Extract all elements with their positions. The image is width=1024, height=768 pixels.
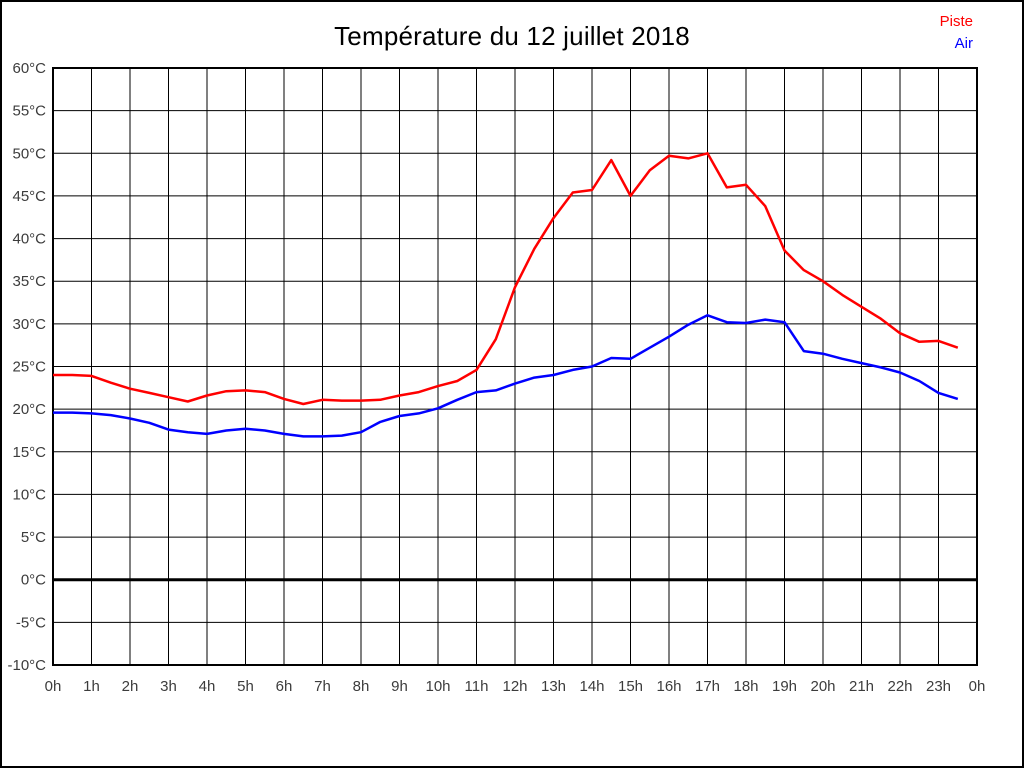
x-tick-label: 19h <box>772 678 797 695</box>
air-line <box>53 314 959 438</box>
y-tick-label: 40°C <box>12 231 46 248</box>
x-tick-label: 9h <box>391 678 408 695</box>
y-tick-label: 15°C <box>12 444 46 461</box>
chart-legend: Piste Air <box>940 13 973 53</box>
x-tick-label: 6h <box>276 678 293 695</box>
x-tick-label: 22h <box>887 678 912 695</box>
y-axis-labels: 60°C 55°C 50°C 45°C 40°C 35°C 30°C 25°C 20°C 15°C… <box>7 60 46 674</box>
y-tick-label: 20°C <box>12 401 46 418</box>
x-tick-label: 18h <box>733 678 758 695</box>
x-tick-label: 17h <box>695 678 720 695</box>
x-tick-label: 7h <box>314 678 331 695</box>
chart-title: Température du 12 juillet 2018 <box>334 21 690 51</box>
x-tick-label: 3h <box>160 678 177 695</box>
legend-item-piste: Piste <box>939 13 973 30</box>
y-tick-label: 55°C <box>12 103 46 120</box>
x-tick-label: 4h <box>199 678 216 695</box>
piste-line <box>53 152 959 406</box>
y-tick-label: 50°C <box>12 145 46 162</box>
x-tick-label: 0h <box>45 678 62 695</box>
x-tick-label: 8h <box>353 678 370 695</box>
x-tick-label: 23h <box>926 678 951 695</box>
x-tick-label: 16h <box>656 678 681 695</box>
y-tick-label: 60°C <box>12 60 46 77</box>
x-tick-label: 13h <box>541 678 566 695</box>
y-tick-label: 0°C <box>21 572 46 589</box>
y-tick-label: -5°C <box>16 614 46 631</box>
y-tick-label: 30°C <box>12 316 46 333</box>
x-tick-label: 14h <box>579 678 604 695</box>
y-tick-label: -10°C <box>7 657 46 674</box>
y-tick-label: 35°C <box>12 273 46 290</box>
x-tick-label: 2h <box>122 678 139 695</box>
x-tick-label: 10h <box>425 678 450 695</box>
x-tick-label: 5h <box>237 678 254 695</box>
x-tick-label: 11h <box>465 678 489 695</box>
x-tick-label: 21h <box>849 678 874 695</box>
x-tick-label: 20h <box>810 678 835 695</box>
legend-item-air: Air <box>954 35 973 52</box>
x-tick-label: 1h <box>83 678 100 695</box>
x-tick-label: 15h <box>618 678 643 695</box>
x-tick-label: 12h <box>502 678 527 695</box>
y-tick-label: 45°C <box>12 188 46 205</box>
x-axis-labels: 0h 1h 2h 3h 4h 5h 6h 7h 8h 9h 10h 11h 12h 13h 14h 15h 16… <box>45 678 986 695</box>
y-tick-label: 5°C <box>21 529 46 546</box>
plot-frame <box>52 67 978 666</box>
grid-lines <box>52 67 978 666</box>
x-tick-label: 0h <box>969 678 986 695</box>
y-tick-label: 10°C <box>12 486 46 503</box>
y-tick-label: 25°C <box>12 359 46 376</box>
